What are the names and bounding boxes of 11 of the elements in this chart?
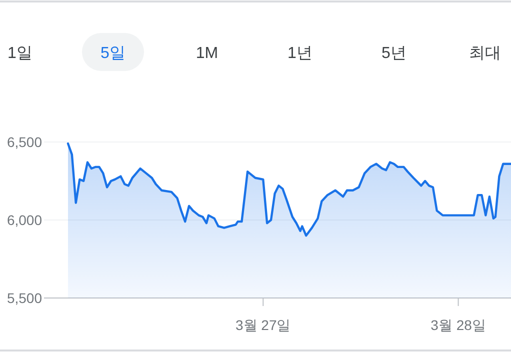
y-tick-label: 5,500 bbox=[6, 290, 42, 306]
text: 1일 bbox=[8, 45, 32, 62]
x-tick-label: 3월 27일 bbox=[236, 317, 291, 333]
y-tick-label: 6,500 bbox=[6, 134, 42, 150]
text: 최대 bbox=[469, 45, 501, 62]
text: 1년 bbox=[288, 45, 312, 62]
text: 1M bbox=[196, 45, 218, 62]
text: 5년 bbox=[382, 45, 406, 62]
text: 5일 bbox=[100, 45, 126, 62]
x-tick-label: 3월 28일 bbox=[430, 317, 486, 333]
y-tick-label: 6,000 bbox=[6, 212, 42, 228]
